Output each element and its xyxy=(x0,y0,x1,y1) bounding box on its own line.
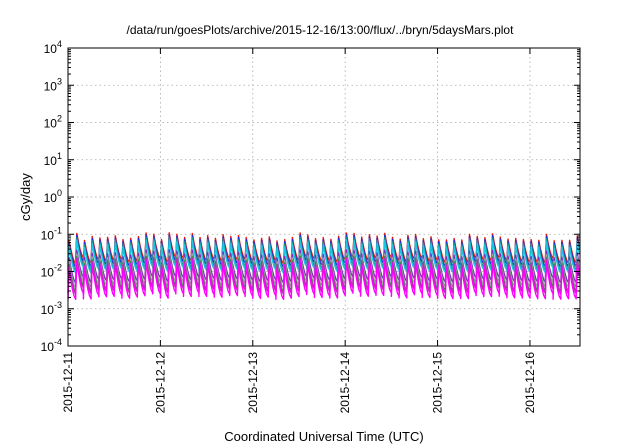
y-tick-label: 104 xyxy=(44,39,62,56)
y-tick-label: 10-3 xyxy=(41,300,62,317)
x-tick-label: 2015-12-15 xyxy=(431,352,445,414)
x-tick-label: 2015-12-11 xyxy=(61,352,75,413)
data-series xyxy=(67,232,580,300)
y-tick-label: 101 xyxy=(44,151,62,168)
x-axis-label: Coordinated Universal Time (UTC) xyxy=(224,429,423,444)
y-axis-ticks: 104 103 102 101 100 10-1 10-2 10-3 10-4 xyxy=(41,39,580,354)
chart-title: /data/run/goesPlots/archive/2015-12-16/1… xyxy=(127,23,515,37)
y-axis-label: cGy/day xyxy=(18,173,33,221)
grid xyxy=(68,48,580,346)
y-tick-label: 10-4 xyxy=(41,337,62,354)
series-line xyxy=(67,260,580,300)
y-tick-label: 10-2 xyxy=(41,263,62,280)
x-axis-ticks: 2015-12-11 2015-12-12 2015-12-13 2015-12-14… xyxy=(61,48,537,413)
y-tick-label: 10-1 xyxy=(41,225,62,242)
y-tick-label: 100 xyxy=(44,188,62,205)
x-tick-label: 2015-12-13 xyxy=(246,352,260,414)
y-tick-label: 103 xyxy=(44,76,62,93)
x-tick-label: 2015-12-14 xyxy=(338,352,352,414)
x-tick-label: 2015-12-12 xyxy=(153,352,167,414)
y-tick-label: 102 xyxy=(44,114,62,131)
x-tick-label: 2015-12-16 xyxy=(523,352,537,414)
